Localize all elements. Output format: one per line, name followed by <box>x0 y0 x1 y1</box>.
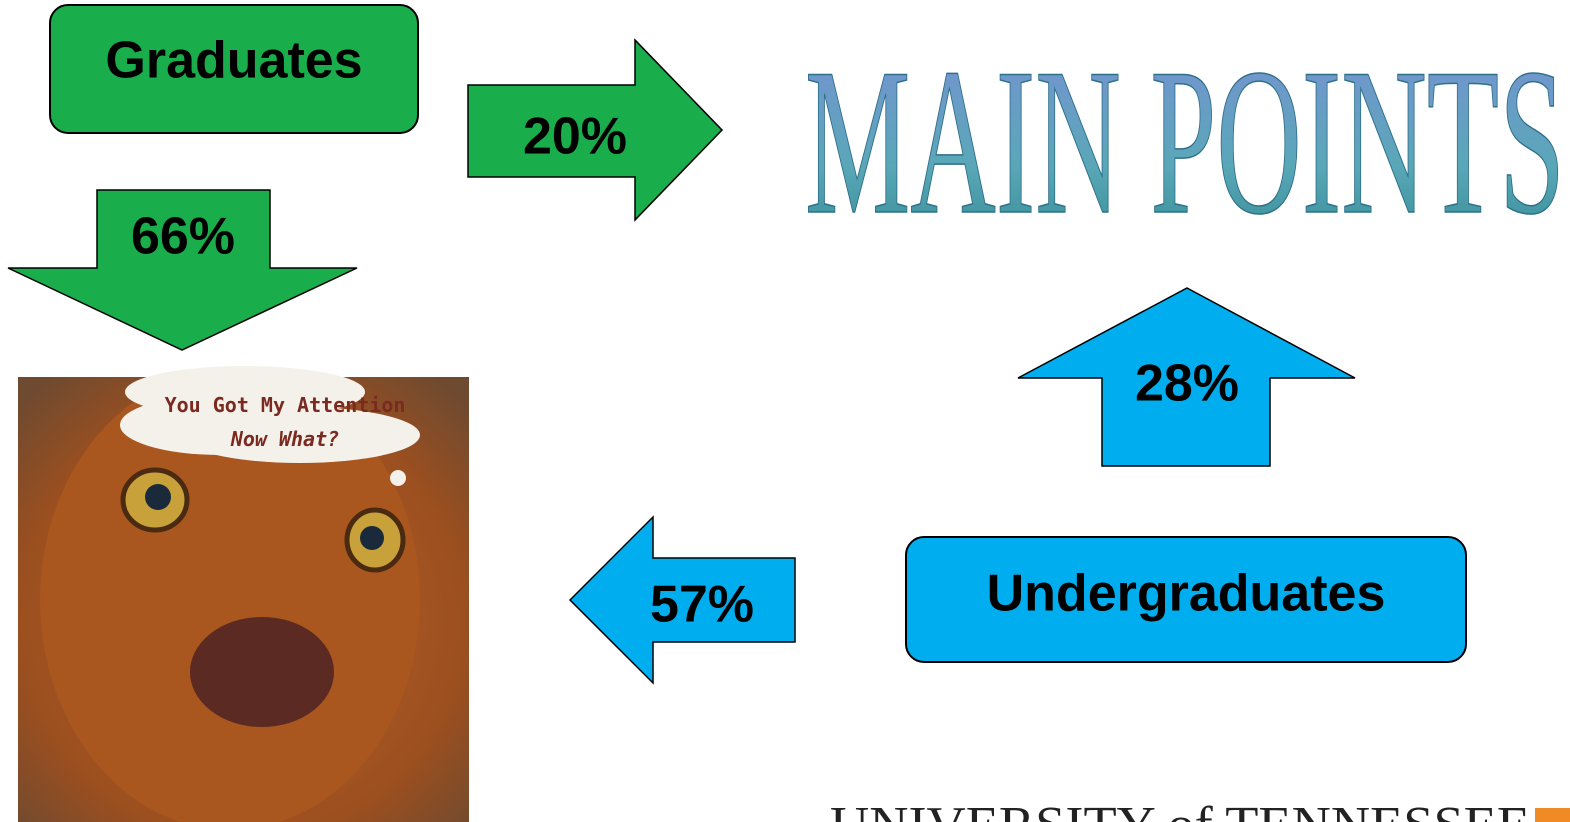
arrow-label: 20% <box>523 108 627 166</box>
node-label: Undergraduates <box>987 565 1386 623</box>
footer-logo <box>1535 808 1570 822</box>
page: Graduates 20% 66% MAIN POINTS 28% Underg… <box>0 0 1570 822</box>
caption: Now What? <box>230 427 339 451</box>
arrow-label: 57% <box>650 576 754 634</box>
arrow-label: 66% <box>131 208 235 266</box>
dog-image: You Got My Attention Now What? <box>18 366 469 822</box>
node-label: Graduates <box>105 32 362 90</box>
footer: UNIVERSITY of TENNESSEE <box>830 797 1530 822</box>
heading: MAIN POINTS <box>805 26 1565 258</box>
caption: You Got My Attention <box>165 393 406 417</box>
slide: Graduates 20% 66% MAIN POINTS 28% Underg… <box>0 0 1570 822</box>
arrow-label: 28% <box>1135 355 1239 413</box>
